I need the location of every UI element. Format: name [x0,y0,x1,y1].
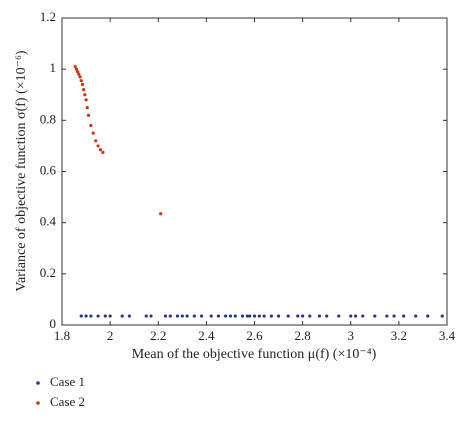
x-axis-title: Mean of the objective function μ(f) (×10… [132,347,377,362]
y-axis-title: Variance of objective function σ(f) (×10… [14,50,29,291]
point [224,314,228,318]
point [248,314,252,318]
point [127,314,131,318]
point [301,314,305,318]
point [168,314,172,318]
point [361,314,365,318]
point [402,314,406,318]
point [76,70,80,74]
point [94,139,98,143]
point [144,314,148,318]
point [84,314,88,318]
y-tick-label: 1.2 [40,9,56,24]
point [163,314,168,318]
point [252,314,257,318]
point [82,88,86,92]
point [414,314,418,318]
y-tick-label: 1 [50,60,57,75]
point [98,148,103,152]
point [245,314,249,318]
y-tick-label: 0.6 [40,162,57,177]
legend-label: Case 1 [50,374,85,389]
point [77,72,81,76]
point [385,314,389,318]
point [257,314,261,318]
y-tick-label: 0.8 [40,111,56,126]
x-tick-label: 3.2 [391,328,407,343]
point [159,212,163,216]
point [426,314,430,318]
x-tick-label: 2.6 [246,328,263,343]
point [78,75,82,79]
point [216,314,221,318]
plot-frame [61,17,448,326]
y-tick-label: 0.2 [40,265,56,280]
point [89,123,93,128]
point [84,98,88,102]
point [96,144,100,148]
point [269,314,273,318]
point [286,314,290,318]
point [262,314,266,318]
point [175,314,180,318]
x-tick-label: 2.2 [150,328,166,343]
point [440,314,444,318]
point [89,314,93,318]
point [79,314,83,318]
legend-marker [36,401,40,405]
x-tick-label: 3 [348,328,355,343]
y-tick-label: 0.4 [40,214,57,229]
point [101,150,105,154]
point [192,314,196,318]
x-tick-label: 3.4 [439,328,456,343]
x-tick-label: 2.4 [198,328,215,343]
point [108,314,112,318]
point [353,314,358,318]
legend-marker [36,381,40,385]
point [149,314,153,318]
point [228,314,233,318]
point [79,79,83,83]
point [185,314,189,318]
point [73,65,77,69]
point [85,105,89,110]
point [308,314,312,318]
point [325,314,329,318]
y-tick-label: 0 [50,316,57,331]
point [337,314,341,318]
point [86,113,91,117]
point [209,314,213,318]
point [180,314,184,318]
point [80,82,85,87]
point [296,314,300,318]
point [103,314,107,318]
point [74,67,79,71]
point [373,314,377,318]
point [91,131,95,135]
point [349,314,353,318]
legend-label: Case 2 [50,394,85,409]
point [120,314,124,318]
point [83,93,87,97]
point [199,314,204,318]
point [392,314,396,318]
point [96,314,100,318]
x-tick-label: 2.8 [295,328,311,343]
point [317,314,322,318]
x-tick-label: 2 [107,328,114,343]
point [240,314,245,318]
x-tick-label: 1.8 [54,328,70,343]
point [233,314,237,318]
point [276,314,281,318]
